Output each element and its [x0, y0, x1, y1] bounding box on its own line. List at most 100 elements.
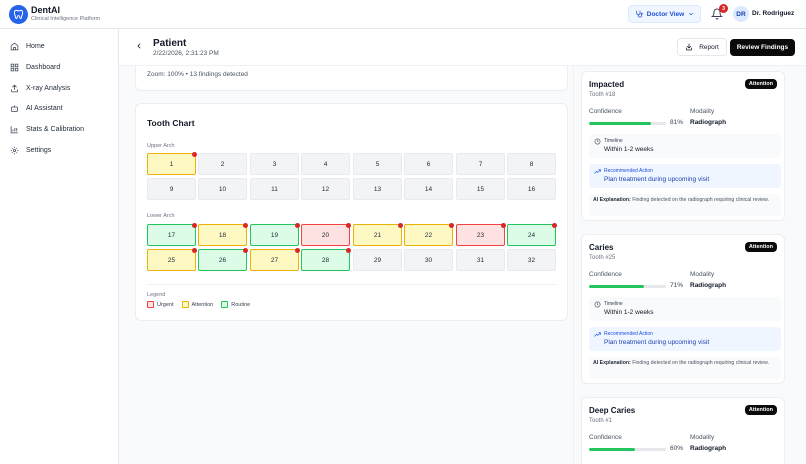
sidebar-item-label: Dashboard — [26, 63, 61, 71]
tooth-7[interactable]: 7 — [456, 153, 505, 175]
finding-indicator-dot — [192, 223, 197, 228]
tooth-8[interactable]: 8 — [507, 153, 556, 175]
severity-badge: Attention — [744, 242, 777, 252]
finding-card[interactable]: Deep Caries Tooth #1 Attention Confidenc… — [581, 397, 785, 464]
recommended-action-value: Plan treatment during upcoming visit — [604, 339, 710, 346]
tooth-17[interactable]: 17 — [147, 223, 197, 246]
tooth-18[interactable]: 18 — [198, 223, 248, 246]
legend: Urgent Attention Routine — [147, 301, 254, 308]
tooth-6[interactable]: 6 — [404, 153, 453, 175]
finding-indicator-dot — [192, 248, 197, 253]
user-name[interactable]: Dr. Rodriguez — [752, 10, 795, 17]
tooth-number: 11 — [271, 185, 278, 193]
findings-panel[interactable]: Impacted Tooth #18 Attention Confidence … — [573, 66, 800, 464]
tooth-22[interactable]: 22 — [404, 223, 454, 246]
confidence-value: 71% — [670, 282, 684, 289]
tooth-27[interactable]: 27 — [250, 248, 300, 271]
finding-indicator-dot — [346, 248, 351, 253]
finding-indicator-dot — [346, 223, 351, 228]
doctor-view-dropdown[interactable]: Doctor View — [628, 5, 701, 23]
tooth-chart-title: Tooth Chart — [147, 118, 195, 128]
sidebar-item-dashboard[interactable]: Dashboard — [10, 60, 60, 74]
finding-indicator-dot — [552, 223, 557, 228]
tooth-21[interactable]: 21 — [353, 223, 403, 246]
upload-icon — [11, 84, 18, 92]
tooth-14[interactable]: 14 — [404, 178, 453, 200]
timeline-box: Timeline Within 1-2 weeks — [589, 297, 781, 321]
confidence-bar-fill — [589, 448, 636, 451]
modality-value: Radiograph — [690, 282, 727, 289]
clock-icon — [594, 301, 601, 308]
tooth-number: 30 — [424, 256, 433, 264]
finding-indicator-dot — [501, 223, 506, 228]
gear-icon — [10, 146, 19, 154]
tooth-20[interactable]: 20 — [301, 223, 351, 246]
tooth-16[interactable]: 16 — [507, 178, 556, 200]
recommended-action-value: Plan treatment during upcoming visit — [604, 176, 710, 183]
tooth-11[interactable]: 11 — [250, 178, 299, 200]
tooth-number: 14 — [424, 185, 433, 193]
finding-tooth: Tooth #1 — [589, 418, 613, 424]
back-chevron-icon[interactable] — [135, 41, 143, 51]
tooth-number: 2 — [220, 160, 225, 168]
ai-explanation: AI Explanation: Finding detected on the … — [589, 194, 781, 216]
report-button[interactable]: Report — [677, 38, 727, 56]
sidebar-item-home[interactable]: Home — [10, 39, 45, 53]
tooth-number: 12 — [321, 185, 330, 193]
sidebar-item-settings[interactable]: Settings — [10, 143, 51, 157]
modality-value: Radiograph — [690, 445, 727, 452]
tooth-number: 4 — [323, 160, 328, 168]
bell-icon[interactable] — [711, 8, 723, 20]
tooth-number: 28 — [321, 256, 330, 264]
tooth-30[interactable]: 30 — [404, 249, 453, 271]
tooth-4[interactable]: 4 — [301, 153, 350, 175]
upper-arch-label: Upper Arch — [147, 143, 175, 149]
home-icon — [10, 42, 19, 50]
dentai-logo-icon[interactable] — [9, 5, 28, 24]
tooth-2[interactable]: 2 — [198, 153, 247, 175]
avatar[interactable]: DR — [733, 6, 749, 22]
stethoscope-icon — [636, 10, 643, 18]
review-findings-button[interactable]: Review Findings — [730, 39, 795, 56]
tooth-32[interactable]: 32 — [507, 249, 556, 271]
page-header: Patient 2/22/2026, 2:31:23 PM Report Rev… — [119, 29, 806, 66]
tooth-23[interactable]: 23 — [456, 223, 506, 246]
tooth-26[interactable]: 26 — [198, 248, 248, 271]
tooth-28[interactable]: 28 — [301, 248, 351, 271]
sidebar-item-stats-calibration[interactable]: Stats & Calibration — [10, 122, 84, 136]
lower-arch-label: Lower Arch — [147, 213, 175, 219]
tooth-24[interactable]: 24 — [507, 223, 557, 246]
tooth-31[interactable]: 31 — [456, 249, 505, 271]
confidence-value: 60% — [670, 445, 684, 452]
sidebar-item-label: Stats & Calibration — [26, 125, 84, 133]
tooth-number: 24 — [527, 231, 536, 239]
timeline-value: Within 1-2 weeks — [604, 309, 654, 316]
finding-indicator-dot — [295, 223, 300, 228]
finding-card[interactable]: Impacted Tooth #18 Attention Confidence … — [581, 71, 785, 221]
tooth-19[interactable]: 19 — [250, 223, 300, 246]
tooth-15[interactable]: 15 — [456, 178, 505, 200]
tooth-number: 23 — [476, 231, 485, 239]
tooth-9[interactable]: 9 — [147, 178, 196, 200]
tooth-5[interactable]: 5 — [353, 153, 402, 175]
finding-card[interactable]: Caries Tooth #25 Attention Confidence Mo… — [581, 234, 785, 384]
tooth-12[interactable]: 12 — [301, 178, 350, 200]
legend-item-attention: Attention — [181, 301, 213, 308]
tooth-1[interactable]: 1 — [147, 152, 197, 175]
sidebar-item-ai-assistant[interactable]: AI Assistant — [10, 101, 63, 115]
confidence-bar-fill — [589, 285, 644, 288]
finding-indicator-dot — [398, 223, 403, 228]
sidebar-item-label: Home — [26, 42, 45, 50]
zoom-info-text: Zoom: 100% • 13 findings detected — [147, 71, 248, 78]
chart-icon — [10, 125, 18, 133]
finding-indicator-dot — [243, 223, 248, 228]
tooth-13[interactable]: 13 — [353, 178, 402, 200]
tooth-3[interactable]: 3 — [250, 153, 299, 175]
clock-icon — [594, 138, 601, 145]
tooth-10[interactable]: 10 — [198, 178, 247, 200]
tooth-25[interactable]: 25 — [147, 248, 197, 271]
doctor-view-label: Doctor View — [646, 10, 685, 18]
dashboard-icon — [10, 63, 19, 71]
sidebar-item-xray-analysis[interactable]: X-ray Analysis — [10, 81, 70, 95]
tooth-29[interactable]: 29 — [353, 249, 402, 271]
